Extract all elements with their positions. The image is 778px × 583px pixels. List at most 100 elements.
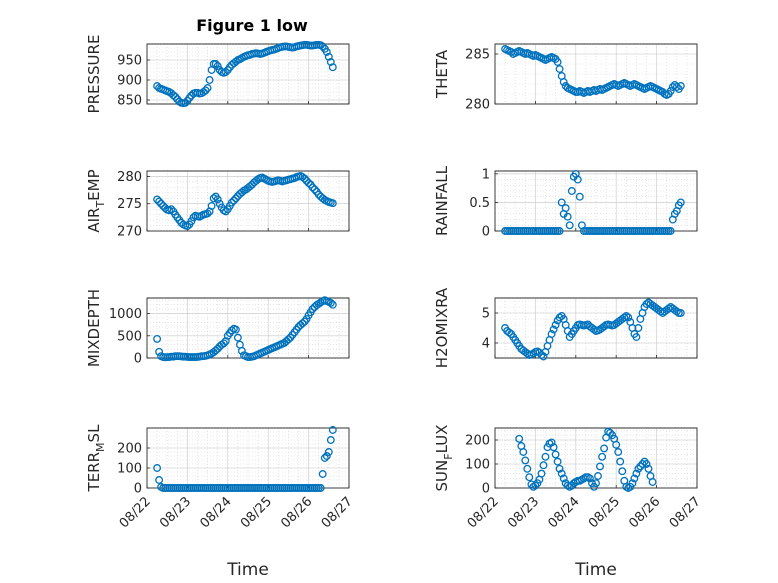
- x-tick-label: 08/26: [278, 494, 315, 531]
- data-point: [567, 187, 576, 195]
- data-point: [596, 462, 604, 471]
- data-point: [592, 479, 600, 488]
- data-point: [519, 448, 528, 456]
- data-point: [209, 194, 218, 203]
- y-tick-label: 200: [117, 442, 142, 457]
- data-point: [531, 481, 540, 490]
- data-point: [606, 428, 615, 437]
- data-point: [525, 473, 534, 482]
- data-point: [666, 227, 675, 235]
- data-point: [326, 298, 335, 307]
- data-point: [227, 198, 236, 207]
- data-point: [642, 460, 651, 468]
- x-tick-label: 08/25: [586, 494, 623, 531]
- data-point: [559, 78, 568, 86]
- x-tick-label: 08/23: [505, 494, 542, 531]
- data-point: [676, 198, 685, 207]
- data-point: [573, 175, 582, 184]
- data-point: [644, 464, 653, 473]
- y-axis-label: PRESSURE: [85, 35, 103, 114]
- x-tick-label: 08/26: [626, 494, 663, 531]
- data-point: [203, 84, 212, 92]
- data-point: [183, 222, 192, 231]
- data-point: [324, 448, 333, 456]
- y-tick-label: 0: [482, 225, 490, 240]
- axes-frame: [494, 170, 698, 232]
- y-tick-label: 270: [117, 225, 142, 240]
- axes-frame: [146, 297, 350, 359]
- x-tick-label: 08/27: [319, 494, 356, 531]
- data-point: [300, 174, 309, 183]
- data-point: [324, 52, 333, 61]
- subplot-terr_msl: 08/22 08/23 08/24 08/25 08/26 08/27 0 100 200 TER…: [85, 424, 356, 580]
- data-point: [328, 63, 337, 72]
- y-tick-label: 280: [117, 170, 142, 185]
- data-point: [211, 60, 220, 68]
- data-point: [559, 474, 568, 483]
- data-point: [620, 313, 629, 322]
- data-point: [225, 63, 234, 72]
- data-point: [666, 87, 675, 95]
- data-point: [672, 307, 681, 316]
- axes-frame: [494, 297, 698, 359]
- data-point: [555, 313, 564, 322]
- data-point: [211, 346, 220, 355]
- data-point: [328, 426, 337, 434]
- data-point: [304, 179, 313, 187]
- data-point: [205, 76, 214, 84]
- subplot-theta: 280 285 THETA: [433, 43, 698, 113]
- data-point: [328, 300, 337, 309]
- data-point: [201, 86, 210, 95]
- data-point: [555, 227, 564, 235]
- data-point: [640, 457, 649, 466]
- y-tick-label: 100: [465, 458, 490, 473]
- y-tick-label: 200: [465, 434, 490, 449]
- subplot-pressure: 850 900 950 PRESSURE: [85, 35, 350, 114]
- data-point: [549, 325, 558, 334]
- data-point: [229, 196, 238, 205]
- y-tick-label: 900: [117, 74, 142, 89]
- data-point: [167, 205, 176, 214]
- x-tick-label: 08/24: [546, 494, 583, 531]
- data-point: [618, 467, 627, 476]
- data-point: [547, 330, 556, 338]
- data-point: [555, 65, 564, 73]
- data-point: [215, 199, 224, 208]
- x-tick-label: 08/22: [465, 494, 502, 531]
- data-point: [537, 469, 546, 478]
- y-axis-label: H2OMIXRA: [433, 287, 451, 368]
- data-point: [231, 194, 240, 203]
- data-point: [563, 212, 572, 221]
- subplot-rainfall: 0 0.5 1 RAINFALL: [433, 165, 698, 240]
- data-point: [585, 474, 594, 483]
- y-axis-label: TERRMSL: [85, 424, 107, 493]
- data-point: [181, 98, 190, 107]
- data-point: [505, 328, 514, 337]
- data-point: [213, 195, 222, 204]
- data-point: [187, 217, 196, 226]
- y-tick-label: 4: [482, 337, 490, 352]
- data-point: [153, 464, 162, 472]
- data-point: [322, 48, 331, 56]
- y-tick-label: 1: [482, 167, 490, 182]
- data-point: [207, 201, 216, 210]
- data-point: [326, 436, 335, 444]
- y-tick-label: 1000: [109, 307, 142, 322]
- y-axis-label: RAINFALL: [433, 165, 451, 236]
- subplot-air_temp: 270 275 280 AIRTEMP: [85, 169, 350, 240]
- data-point: [557, 198, 566, 207]
- y-tick-label: 285: [465, 48, 490, 63]
- data-point: [676, 82, 685, 90]
- data-point: [320, 454, 329, 462]
- y-tick-label: 0: [134, 352, 142, 367]
- data-point: [213, 344, 222, 353]
- data-point: [565, 221, 574, 230]
- data-point: [555, 464, 564, 473]
- x-tick-label: 08/22: [117, 494, 154, 531]
- data-point: [539, 461, 548, 470]
- y-axis-label: SUNFLUX: [433, 425, 455, 492]
- data-point: [185, 94, 194, 102]
- data-point: [328, 199, 337, 208]
- data-point: [553, 457, 562, 466]
